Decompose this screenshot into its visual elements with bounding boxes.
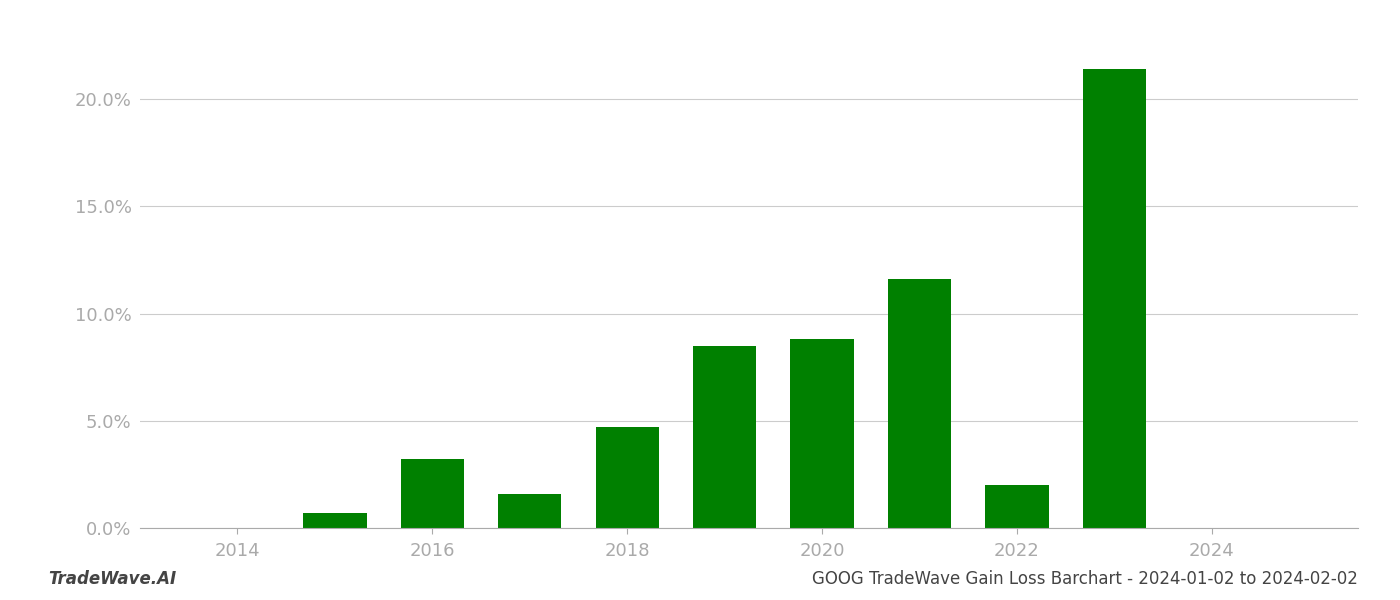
Bar	[693, 346, 756, 528]
Bar	[595, 427, 659, 528]
Bar	[304, 513, 367, 528]
Text: TradeWave.AI: TradeWave.AI	[49, 571, 176, 589]
Bar	[1082, 69, 1147, 528]
Bar	[400, 460, 463, 528]
Bar	[791, 339, 854, 528]
Bar	[888, 279, 951, 528]
Bar	[986, 485, 1049, 528]
Text: GOOG TradeWave Gain Loss Barchart - 2024-01-02 to 2024-02-02: GOOG TradeWave Gain Loss Barchart - 2024…	[812, 571, 1358, 589]
Bar	[498, 494, 561, 528]
